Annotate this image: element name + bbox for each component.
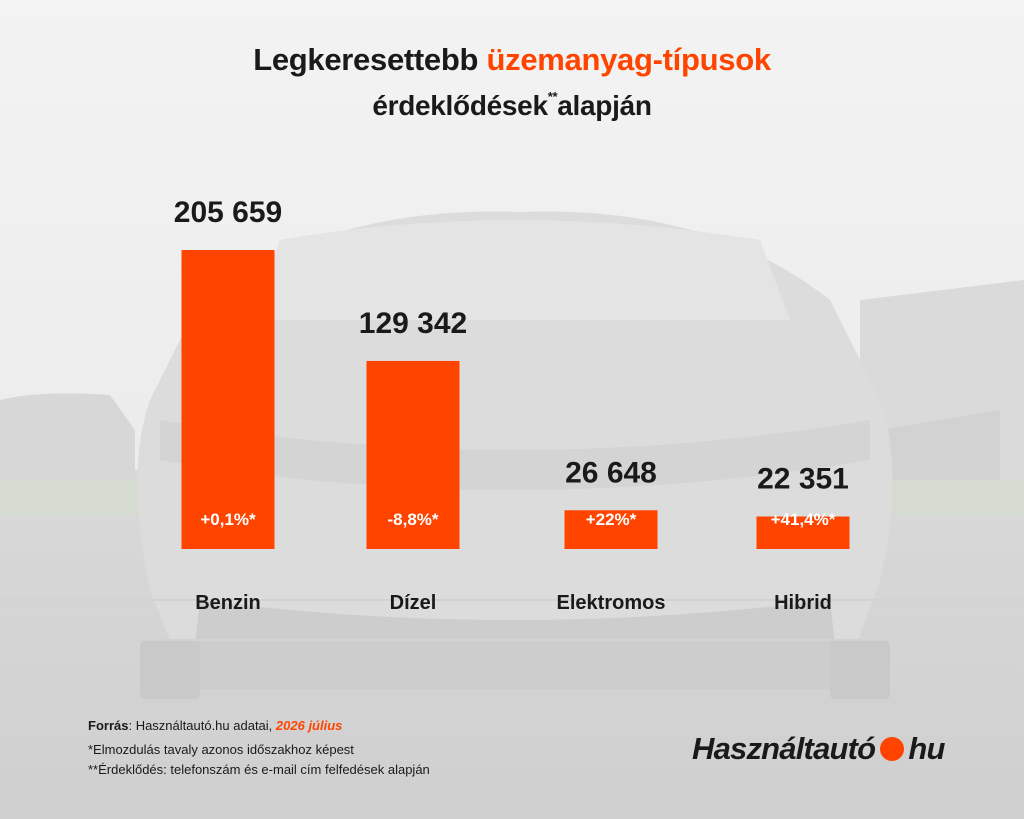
value-label: 205 659	[174, 196, 282, 229]
category-label: Dízel	[390, 592, 437, 614]
bar-benzin	[181, 250, 275, 549]
source-label: Forrás	[88, 718, 129, 733]
logo-dot-icon	[880, 737, 905, 761]
title-prefix: Legkeresettebb	[253, 42, 479, 77]
change-label: +41,4%*	[771, 510, 836, 529]
title-accent: üzemanyag-típusok	[486, 42, 771, 77]
bar-dízel	[366, 360, 460, 549]
footer-source: Forrás: Használtautó.hu adatai, 2026 júl…	[88, 718, 342, 733]
chart-title-line-2: érdeklődések**alapján	[0, 88, 1024, 122]
category-label: Benzin	[195, 592, 261, 614]
category-label: Elektromos	[557, 592, 666, 614]
brand-logo: Használtautó hu	[692, 727, 945, 771]
bar-hibrid	[756, 516, 850, 549]
change-label: +0,1%*	[200, 510, 256, 529]
source-text: : Használtautó.hu adatai,	[128, 718, 276, 733]
logo-text-right: hu	[908, 731, 945, 766]
footnote-change: *Elmozdulás tavaly azonos időszakhoz kép…	[88, 742, 354, 757]
change-label: -8,8%*	[387, 510, 438, 529]
title-footnote-marker: **	[547, 88, 558, 104]
value-label: 22 351	[757, 463, 849, 496]
category-label: Hibrid	[774, 592, 832, 614]
title-suffix: alapján	[557, 90, 652, 121]
change-label: +22%*	[586, 510, 637, 529]
value-label: 129 342	[359, 307, 467, 340]
title-main: érdeklődések	[372, 90, 548, 121]
chart-title-line-1: Legkeresettebb üzemanyag-típusok	[0, 42, 1024, 78]
bar-elektromos	[564, 510, 658, 549]
logo-text-left: Használtautó	[692, 731, 876, 766]
footnote-interest: **Érdeklődés: telefonszám és e-mail cím …	[88, 762, 430, 777]
source-date: 2026 július	[275, 718, 343, 733]
value-label: 26 648	[565, 456, 657, 489]
